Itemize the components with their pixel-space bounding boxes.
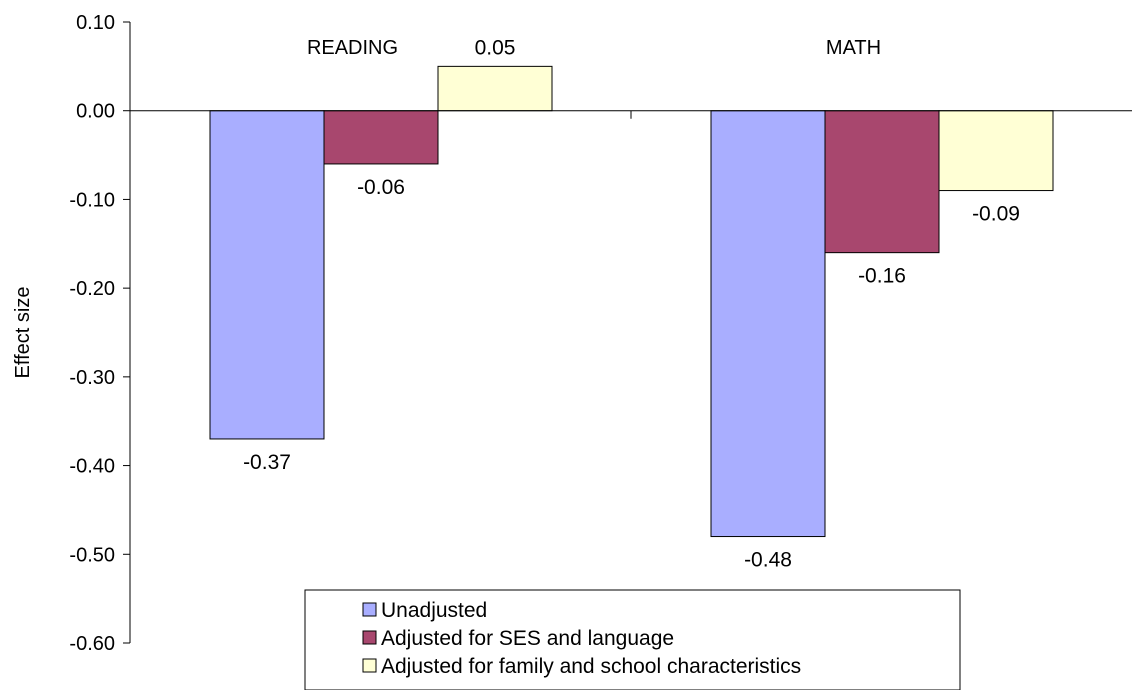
data-label: -0.06 xyxy=(357,176,405,199)
legend-swatch xyxy=(362,658,377,673)
legend-swatch xyxy=(362,630,377,645)
bars-layer xyxy=(209,65,1054,538)
category-label-math: MATH xyxy=(826,37,881,59)
legend-label: Adjusted for family and school character… xyxy=(381,655,801,678)
legend-label: Unadjusted xyxy=(381,599,487,622)
bar-reading-series-1 xyxy=(209,110,325,440)
y-axis-title: Effect size xyxy=(12,287,34,379)
y-tick-label: -0.50 xyxy=(69,544,115,566)
axes-layer: 0.10 0.00 -0.10 -0.20 -0.30 -0.40 -0.50 -0.60 Ef… xyxy=(12,12,1132,655)
y-tick-label: 0.00 xyxy=(76,101,115,123)
y-tick-label: -0.60 xyxy=(69,633,115,655)
y-tick-label: 0.10 xyxy=(76,12,115,34)
legend-label: Adjusted for SES and language xyxy=(381,627,674,650)
bar-math-series-3 xyxy=(938,110,1054,192)
labels-layer: -0.37 -0.06 0.05 READING -0.48 -0.16 -0.09 MATH xyxy=(243,36,1020,571)
y-tick-label: -0.40 xyxy=(69,456,115,478)
bar-math-series-2 xyxy=(824,110,940,254)
y-tick-label: -0.20 xyxy=(69,278,115,300)
legend: Unadjusted Adjusted for SES and language A… xyxy=(304,589,961,690)
data-label: -0.09 xyxy=(972,203,1020,226)
y-tick-label: -0.30 xyxy=(69,367,115,389)
data-label: -0.48 xyxy=(744,549,792,572)
bar-math-series-1 xyxy=(710,110,826,538)
category-label-reading: READING xyxy=(307,37,398,59)
bar-reading-series-2 xyxy=(323,110,439,165)
data-label: -0.37 xyxy=(243,451,291,474)
data-label: -0.16 xyxy=(858,265,906,288)
legend-swatch xyxy=(362,602,377,617)
y-tick-label: -0.10 xyxy=(69,189,115,211)
bar-reading-series-3 xyxy=(437,65,553,112)
legend-box xyxy=(304,589,961,690)
data-label: 0.05 xyxy=(475,36,516,59)
